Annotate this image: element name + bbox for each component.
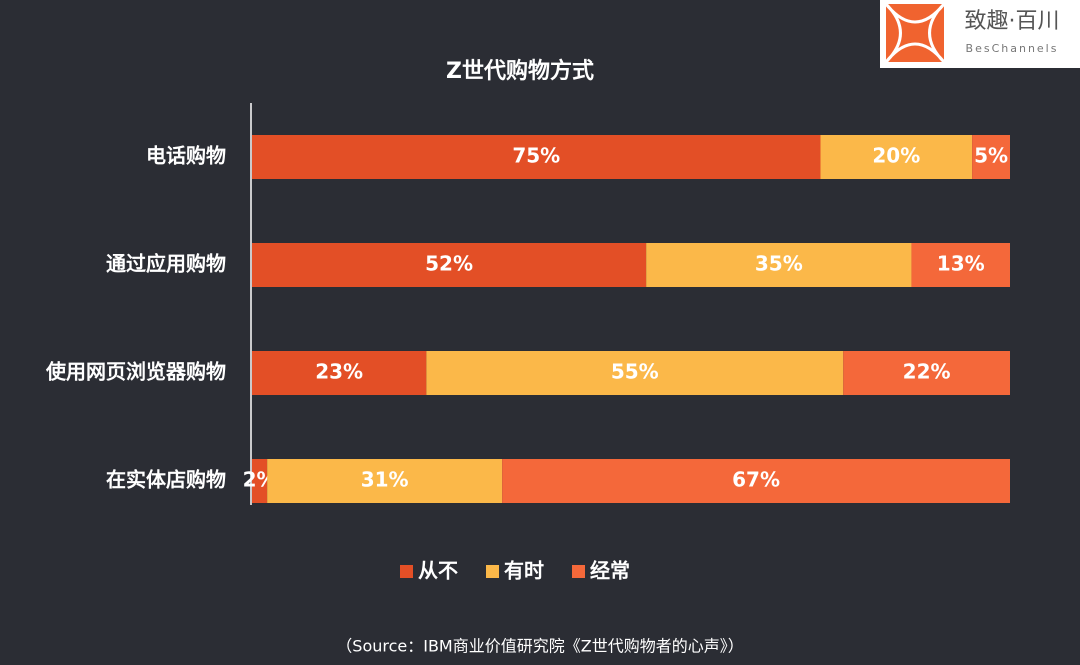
y-tick-label: 电话购物: [146, 144, 226, 168]
logo-icon: [884, 2, 946, 64]
value-label: 13%: [937, 252, 985, 276]
y-tick-label: 在实体店购物: [106, 468, 226, 492]
bar-segment: [252, 243, 647, 287]
logo-subtitle: BesChannels: [966, 42, 1059, 55]
bar-segment: [502, 459, 1010, 503]
bar-segment: [252, 351, 427, 395]
bar-segment: [646, 243, 912, 287]
legend-swatch: [400, 565, 413, 578]
logo-name: 致趣·百川: [965, 9, 1060, 34]
bar-segment: [426, 351, 844, 395]
value-label: 31%: [361, 468, 409, 492]
bar-segment: [252, 459, 268, 503]
bar-segment: [267, 459, 503, 503]
bar-segment: [820, 135, 973, 179]
legend-swatch: [486, 565, 499, 578]
value-label: 52%: [425, 252, 473, 276]
bar-segment: [911, 243, 1010, 287]
source: （Source：IBM商业价值研究院《Z世代购物者的心声》）: [336, 637, 743, 656]
value-label: 55%: [611, 360, 659, 384]
bar-segment: [252, 135, 821, 179]
legend-label: 有时: [504, 559, 544, 583]
y-tick-label: 通过应用购物: [106, 252, 226, 276]
value-label: 35%: [755, 252, 803, 276]
legend-label: 经常: [590, 559, 630, 583]
legend-label: 从不: [418, 559, 458, 583]
value-label: 5%: [974, 144, 1008, 168]
value-label: 22%: [903, 360, 951, 384]
legend-swatch: [572, 565, 585, 578]
value-label: 23%: [315, 360, 363, 384]
value-label: 67%: [732, 468, 780, 492]
value-label: 75%: [512, 144, 560, 168]
bar-segment: [843, 351, 1010, 395]
chart-title: Z世代购物方式: [446, 58, 594, 84]
value-label: 20%: [872, 144, 920, 168]
bar-segment: [972, 135, 1010, 179]
y-tick-label: 使用网页浏览器购物: [45, 360, 226, 384]
